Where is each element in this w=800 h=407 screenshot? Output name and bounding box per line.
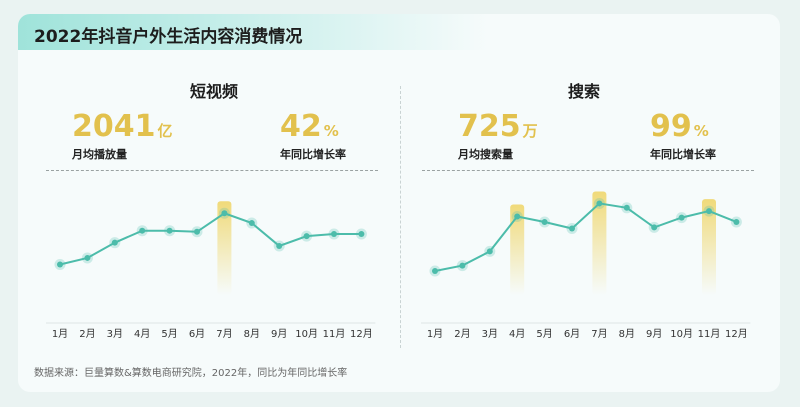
x-tick-label-2-9: 9月 bbox=[646, 328, 662, 340]
left-stat2-value: 42% bbox=[280, 109, 339, 144]
x-tick-label-1-1: 1月 bbox=[52, 328, 68, 340]
highlight-bar-2-7 bbox=[592, 191, 607, 295]
data-point-2-5 bbox=[541, 218, 548, 225]
page-title: 2022年抖音户外生活内容消费情况 bbox=[34, 27, 303, 47]
x-tick-label-2-10: 10月 bbox=[670, 328, 693, 340]
right-panel-title: 搜索 bbox=[567, 82, 600, 101]
left-panel-title: 短视频 bbox=[189, 82, 238, 101]
data-point-1-4 bbox=[139, 227, 146, 234]
data-point-1-1 bbox=[57, 261, 63, 268]
left-stat1-value: 2041 亿 bbox=[72, 109, 173, 144]
x-tick-label-2-3: 3月 bbox=[482, 328, 498, 340]
data-point-2-3 bbox=[486, 248, 493, 255]
left-separator bbox=[46, 170, 378, 171]
x-tick-label-1-2: 2月 bbox=[79, 328, 95, 340]
data-point-2-9 bbox=[651, 224, 658, 231]
x-tick-label-2-8: 8月 bbox=[619, 328, 635, 340]
highlight-bar-2-4 bbox=[510, 204, 525, 295]
footnote: 数据来源：巨量算数&算数电商研究院，2022年，同比为年同比增长率 bbox=[34, 368, 348, 379]
panel-divider bbox=[400, 86, 401, 348]
x-tick-label-2-6: 6月 bbox=[564, 328, 580, 340]
title-bar bbox=[18, 14, 488, 50]
x-tick-label-2-5: 5月 bbox=[536, 328, 552, 340]
data-point-2-12 bbox=[733, 218, 740, 225]
data-point-1-3 bbox=[111, 239, 118, 246]
x-tick-label-1-4: 4月 bbox=[134, 328, 150, 340]
data-point-2-8 bbox=[623, 204, 630, 211]
data-point-2-2 bbox=[459, 262, 466, 269]
x-tick-label-1-9: 9月 bbox=[271, 328, 287, 340]
x-tick-label-1-7: 7月 bbox=[216, 328, 232, 340]
left-stat1-label: 月均播放量 bbox=[72, 148, 127, 161]
x-tick-label-1-8: 8月 bbox=[244, 328, 260, 340]
data-point-1-5 bbox=[166, 227, 173, 234]
data-point-1-8 bbox=[248, 220, 255, 227]
data-point-1-2 bbox=[84, 254, 91, 261]
data-point-2-4 bbox=[514, 213, 521, 220]
x-tick-label-1-10: 10月 bbox=[295, 328, 318, 340]
series-line-1 bbox=[59, 212, 362, 266]
x-tick-label-1-5: 5月 bbox=[161, 328, 177, 340]
x-tick-label-1-3: 3月 bbox=[107, 328, 123, 340]
x-tick-label-2-1: 1月 bbox=[427, 328, 443, 340]
x-tick-label-2-12: 12月 bbox=[725, 328, 748, 340]
data-point-2-11 bbox=[706, 208, 712, 215]
right-stat1-label: 月均搜索量 bbox=[458, 148, 513, 161]
data-point-2-7 bbox=[596, 200, 603, 207]
series-line-2 bbox=[434, 202, 737, 273]
right-stat2-label: 年同比增长率 bbox=[650, 148, 716, 161]
highlight-bar-1-7 bbox=[217, 201, 232, 295]
data-point-1-6 bbox=[194, 228, 200, 235]
x-tick-label-2-7: 7月 bbox=[591, 328, 607, 340]
data-point-2-10 bbox=[678, 214, 685, 221]
right-separator bbox=[422, 170, 754, 171]
x-tick-label-2-4: 4月 bbox=[509, 328, 525, 340]
left-stat2-label: 年同比增长率 bbox=[280, 148, 346, 161]
x-tick-label-1-11: 11月 bbox=[323, 328, 346, 340]
data-point-2-6 bbox=[569, 225, 575, 232]
right-stat2-value: 99% bbox=[650, 109, 709, 144]
data-point-1-10 bbox=[303, 233, 310, 240]
data-point-2-1 bbox=[432, 268, 438, 275]
data-point-1-11 bbox=[331, 230, 337, 237]
x-tick-label-1-6: 6月 bbox=[189, 328, 205, 340]
highlight-bar-2-11 bbox=[702, 199, 716, 295]
x-tick-label-1-12: 12月 bbox=[350, 328, 373, 340]
x-tick-label-2-11: 11月 bbox=[698, 328, 721, 340]
data-point-1-7 bbox=[221, 210, 228, 217]
x-tick-label-2-2: 2月 bbox=[454, 328, 470, 340]
main-card bbox=[18, 14, 780, 392]
right-stat1-value: 725 万 bbox=[458, 109, 538, 144]
data-point-1-9 bbox=[276, 242, 283, 249]
data-point-1-12 bbox=[358, 230, 365, 237]
